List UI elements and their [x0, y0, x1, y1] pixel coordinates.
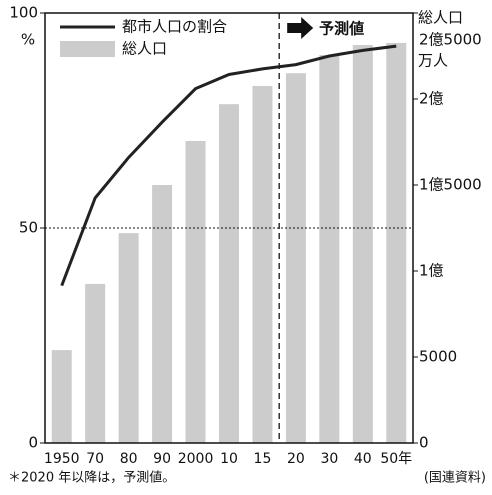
- x-tick-label: 90: [153, 451, 171, 467]
- bar: [319, 54, 340, 444]
- y2-tick-label: 2億: [419, 90, 444, 108]
- y2-tick-label: 1億5000: [419, 176, 482, 194]
- x-tick-label: 15: [254, 451, 272, 467]
- legend-label: 総人口: [122, 40, 167, 58]
- line: [60, 44, 397, 287]
- bar: [118, 233, 139, 443]
- y-tick-label: 100: [9, 4, 38, 22]
- y-tick-label: 0: [28, 434, 38, 452]
- bar: [51, 350, 72, 443]
- forecast-arrow: [287, 17, 314, 39]
- x-tick-label: 20: [287, 451, 305, 467]
- y-unit: %: [21, 31, 35, 49]
- y2-tick-label: 1億: [419, 262, 444, 280]
- x-tick-label: 50年: [380, 451, 412, 467]
- source: (国連資料): [424, 471, 486, 486]
- bar: [285, 73, 306, 443]
- bar: [252, 85, 273, 443]
- bar: [219, 104, 239, 443]
- y2-tick-label: 0: [419, 434, 429, 452]
- legend-swatch: [60, 41, 115, 57]
- bar: [152, 185, 173, 443]
- y2-tick-label: 2億5000: [419, 31, 482, 49]
- y2-unit: 万人: [418, 52, 448, 70]
- x-tick-label: 70: [86, 451, 104, 467]
- legend-label: 都市人口の割合: [122, 18, 227, 36]
- bar: [85, 283, 106, 443]
- bar: [386, 42, 407, 443]
- x-tick-label: 30: [320, 451, 338, 467]
- x-tick-label: 10: [220, 451, 238, 467]
- y2-axis-title: 総人口: [418, 9, 463, 27]
- x-tick-label: 1950: [44, 451, 80, 467]
- y2-tick-label: 5000: [419, 348, 457, 366]
- y-tick-label: 50: [19, 219, 38, 237]
- x-tick-label: 40: [354, 451, 372, 467]
- bar: [185, 140, 206, 443]
- footnote: ＊2020 年以降は，予測値。: [8, 470, 175, 486]
- x-tick-label: 80: [120, 451, 138, 467]
- x-tick-label: 2000: [178, 451, 214, 467]
- bar: [352, 44, 373, 443]
- annotation: 予測値: [319, 20, 364, 38]
